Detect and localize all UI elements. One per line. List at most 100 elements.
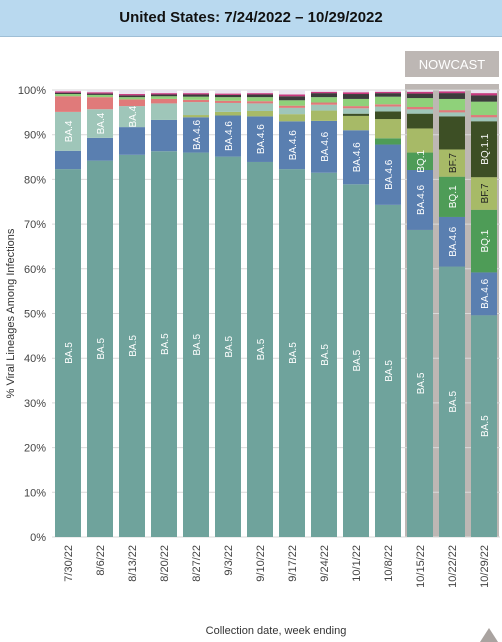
bar-label: BA.4.6 (416, 185, 427, 215)
bar-label: BF.7 (448, 153, 459, 173)
y-tick-label: 60% (24, 264, 46, 276)
bar-segment-bq-1 (471, 209, 497, 273)
bar-label: BQ.1.1 (480, 133, 491, 165)
bar-segment-bf-7 (215, 111, 241, 116)
bar-label: BQ.1 (480, 229, 491, 252)
x-tick-label: 9/17/22 (287, 545, 299, 582)
bar-segment-other-magenta (215, 93, 241, 95)
bar-segment-other-light (439, 90, 465, 92)
bar-segment-other-light (343, 90, 369, 93)
bar-label: BA.5 (320, 344, 331, 366)
bar-segment-other-green (119, 97, 145, 100)
bar-segment-other-magenta (311, 91, 337, 94)
bar-segment-other-dark (215, 94, 241, 98)
bar-segment-other-light (215, 90, 241, 94)
bar-segment-ba-4 (439, 112, 465, 117)
bar-segment-ba-4 (119, 106, 145, 128)
bar-segment-ba-4 (407, 109, 433, 114)
bar-label: BQ.1 (448, 185, 459, 208)
bar-segment-other-green (311, 97, 337, 103)
bar-segment-ba-4 (87, 109, 113, 138)
bar-segment-ba-4-6 (55, 150, 81, 170)
bar-segment-ba-4-6 (311, 120, 337, 173)
bar-segment-bq-1 (439, 176, 465, 217)
bar-segment-other-dark (151, 94, 177, 97)
bar-segment-other-magenta (439, 91, 465, 94)
bar-segment-other-magenta (279, 94, 305, 97)
bar-label: BA.5 (416, 372, 427, 394)
bar-segment-other-red (119, 99, 145, 107)
bar-segment-other-light (375, 90, 401, 92)
bar-segment-ba-4 (343, 108, 369, 114)
bar-segment-bf-7 (407, 128, 433, 153)
chart-header: United States: 7/24/2022 – 10/29/2022 (0, 0, 502, 37)
bar-segment-ba-5 (151, 151, 177, 537)
bar-segment-other-magenta (55, 91, 81, 93)
bar-segment-other-red (183, 99, 209, 103)
bar-segment-other-magenta (87, 92, 113, 94)
bar-segment-other-dark (247, 94, 273, 98)
bar-segment-other-light (311, 90, 337, 92)
bar-segment-other-light (183, 90, 209, 94)
bar-segment-ba-4-6 (215, 115, 241, 157)
bar-segment-bq-1 (407, 152, 433, 171)
bar-segment-ba-4 (375, 106, 401, 112)
bar-segment-ba-5 (279, 169, 305, 537)
bar-segment-other-light (119, 90, 145, 95)
bar-segment-other-magenta (119, 94, 145, 96)
bar-segment-other-red (439, 110, 465, 113)
bar-segment-ba-4-6 (471, 272, 497, 316)
bar-segment-ba-4-6 (439, 216, 465, 267)
bar-segment-ba-4-6 (407, 170, 433, 230)
x-tick-label: 8/13/22 (127, 545, 139, 582)
y-tick-label: 90% (24, 130, 46, 142)
bar-segment-other-dark (311, 93, 337, 98)
bar-segment-other-green (247, 97, 273, 102)
bar-segment-bf-7 (375, 119, 401, 139)
bar-segment-other-green (375, 96, 401, 105)
bar-segment-bf-7 (247, 111, 273, 117)
bar-segment-other-magenta (247, 93, 273, 95)
bar-label: BA.4.6 (480, 278, 491, 308)
nowcast-banner (405, 51, 499, 77)
chart-title: United States: 7/24/2022 – 10/29/2022 (119, 9, 383, 26)
bar-label: BA.5 (128, 335, 139, 357)
bar-segment-other-red (215, 100, 241, 103)
bar-segment-other-green (55, 94, 81, 97)
bar-label: BA.5 (64, 342, 75, 364)
bar-segment-other-green (215, 97, 241, 101)
bar-segment-other-green (151, 96, 177, 99)
x-tick-label: 9/3/22 (223, 545, 235, 576)
bar-segment-other-green (183, 96, 209, 100)
bar-segment-other-magenta (151, 93, 177, 95)
bar-label: BA.4.6 (224, 121, 235, 151)
bar-segment-ba-5 (119, 154, 145, 537)
bar-segment-other-light (279, 90, 305, 95)
bar-segment-ba-4 (183, 102, 209, 116)
bar-segment-other-red (375, 104, 401, 107)
bar-label: BA.5 (448, 391, 459, 413)
bar-segment-other-magenta (375, 91, 401, 94)
x-tick-label: 8/20/22 (159, 545, 171, 582)
x-tick-label: 10/15/22 (415, 545, 427, 588)
bar-segment-other-light (471, 90, 497, 94)
x-tick-label: 7/30/22 (63, 545, 75, 582)
bar-label: BA.5 (352, 349, 363, 371)
y-tick-label: 100% (18, 85, 46, 97)
bar-segment-ba-4-6 (183, 117, 209, 153)
bar-segment-bf-7 (279, 114, 305, 122)
y-tick-label: 40% (24, 353, 46, 365)
bar-segment-ba-4-6 (119, 127, 145, 155)
scroll-up-arrow-icon[interactable] (480, 628, 498, 642)
bar-segment-other-dark (119, 95, 145, 98)
bar-segment-ba-4-6 (87, 137, 113, 161)
bar-label: BQ.1 (416, 149, 427, 172)
bar-label: BA.5 (96, 338, 107, 360)
x-tick-label: 8/6/22 (95, 545, 107, 576)
bar-segment-ba-4-6 (279, 121, 305, 170)
x-tick-label: 9/10/22 (255, 545, 267, 582)
y-tick-label: 50% (24, 309, 46, 321)
bar-label: BA.5 (224, 336, 235, 358)
y-tick-label: 0% (30, 532, 46, 544)
bar-segment-other-red (471, 115, 497, 118)
